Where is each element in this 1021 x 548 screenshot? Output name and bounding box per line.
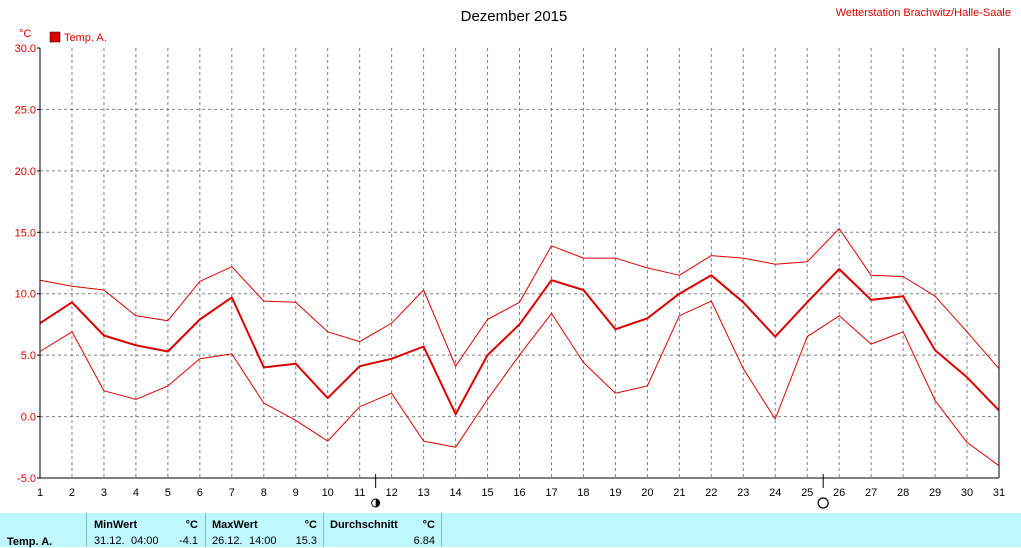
x-tick-label: 17 [545,487,557,499]
legend-label: Temp. A. [64,32,107,44]
x-tick-label: 12 [386,487,398,499]
summary-footer: Temp. A. MinWert °C 31.12. 04:00 -4.1 Ma… [0,513,1021,548]
max-time: 14:00 [249,535,277,547]
series-line-max [39,228,1000,370]
series-group [39,228,1000,467]
avg-cell: Durchschnitt °C 6.84 [324,513,442,547]
x-tick-label: 29 [929,487,941,499]
x-tick-label: 14 [449,487,461,499]
x-tick-label: 13 [417,487,429,499]
x-tick-label: 19 [609,487,621,499]
x-tick-label: 27 [865,487,877,499]
min-header: MinWert [94,519,138,531]
y-tick-label: 0.0 [21,412,36,424]
min-unit: °C [185,519,198,531]
station-label: Wetterstation Brachwitz/Halle-Saale [836,7,1011,19]
x-tick-label: 4 [133,487,139,499]
legend-swatch [49,31,61,43]
min-cell: MinWert °C 31.12. 04:00 -4.1 [87,513,206,547]
y-tick-label: -5.0 [17,473,36,485]
x-tick-label: 1 [37,487,43,499]
y-tick-label: 10.0 [15,289,36,301]
x-tick-label: 24 [769,487,781,499]
x-tick-label: 7 [229,487,235,499]
x-tick-label: 3 [101,487,107,499]
x-tick-label: 22 [705,487,717,499]
max-value: 15.3 [295,535,317,547]
x-tick-label: 15 [481,487,493,499]
temperature-chart: Dezember 2015 Wetterstation Brachwitz/Ha… [15,7,1011,509]
x-tick-label: 10 [322,487,334,499]
max-header: MaxWert [212,519,258,531]
series-line-mean [39,268,1000,416]
max-unit: °C [304,519,317,531]
series-line-min [39,300,1000,467]
chart-title: Dezember 2015 [461,8,568,25]
footer-label-cell: Temp. A. [0,513,87,548]
min-date: 31.12. [94,535,125,547]
tick-labels: 30.025.020.015.010.05.00.0-5.01 2 3 4 5 6 7 8 9 1… [15,43,1006,499]
grid [40,48,999,478]
x-tick-label: 31 [993,487,1005,499]
y-tick-label: 15.0 [15,227,36,239]
x-tick-label: 21 [673,487,685,499]
full-moon-icon [817,497,829,509]
y-axis-unit: °C [19,28,31,40]
x-tick-label: 23 [737,487,749,499]
y-tick-label: 30.0 [15,43,36,55]
avg-value: 6.84 [413,535,435,547]
x-tick-label: 30 [961,487,973,499]
x-tick-label: 26 [833,487,845,499]
footer-row-label: Temp. A. [7,536,53,548]
max-date: 26.12. [212,535,243,547]
y-tick-label: 25.0 [15,104,36,116]
avg-unit: °C [422,519,435,531]
max-cell: MaxWert °C 26.12. 14:00 15.3 [206,513,324,547]
y-tick-label: 5.0 [21,350,36,362]
x-tick-label: 25 [801,487,813,499]
min-time: 04:00 [131,535,159,547]
y-tick-label: 20.0 [15,166,36,178]
x-tick-label: 28 [897,487,909,499]
x-tick-label: 18 [577,487,589,499]
x-tick-label: 8 [261,487,267,499]
min-value: -4.1 [179,535,198,547]
x-tick-label: 20 [641,487,653,499]
moon-phases [371,474,829,509]
x-tick-label: 6 [197,487,203,499]
x-tick-label: 9 [293,487,299,499]
axes [37,47,1000,479]
x-tick-label: 11 [354,487,365,499]
x-tick-label: 5 [165,487,171,499]
avg-header: Durchschnitt [330,519,398,531]
x-tick-label: 16 [513,487,525,499]
x-tick-label: 2 [69,487,75,499]
half-moon-light [372,499,376,507]
